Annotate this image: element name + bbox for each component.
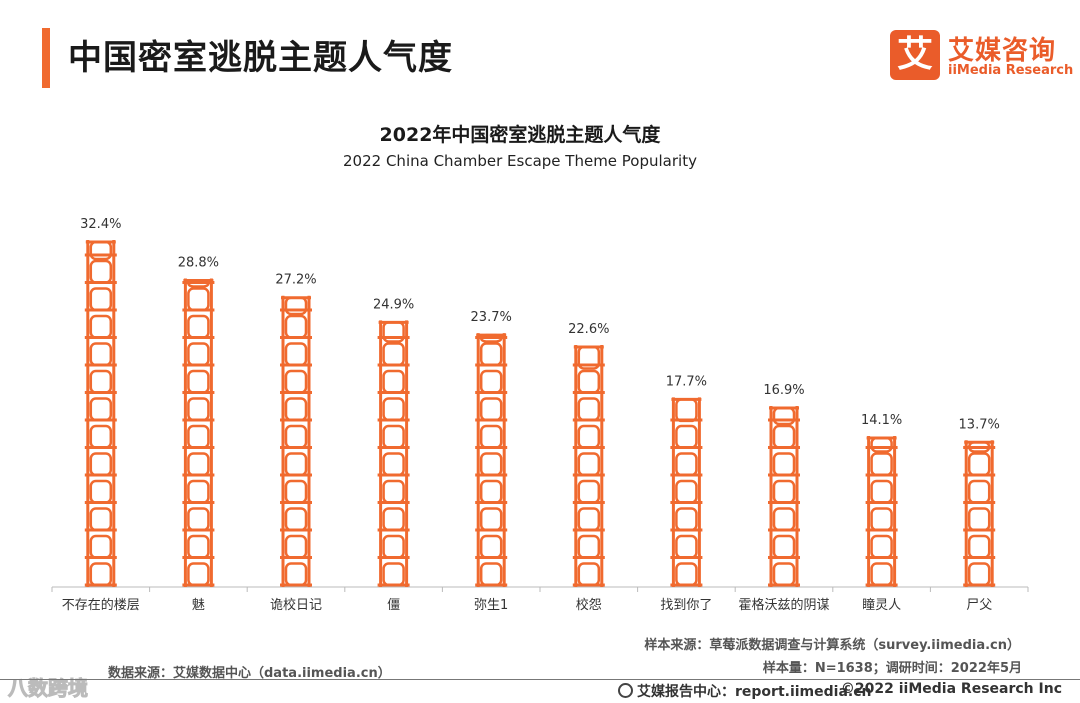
footer-report-center: 艾媒报告中心：report.iimedia.cn (618, 681, 872, 701)
bar (963, 440, 996, 587)
logo-chinese-name: 艾媒咨询 (948, 36, 1057, 66)
category-label: 诡校日记 (270, 597, 322, 613)
bar-value-label: 22.6% (568, 322, 609, 337)
bar (280, 295, 312, 587)
sample-size-note: 样本量：N=1638；调研时间：2022年5月 (762, 661, 1022, 676)
watermark: 八数跨境 (8, 676, 89, 701)
bar-value-label: 27.2% (275, 273, 316, 288)
bar (572, 344, 605, 587)
footer-report-text: 艾媒报告中心：report.iimedia.cn (637, 684, 872, 700)
bar-value-label: 17.7% (666, 374, 707, 389)
category-label: 僵 (387, 598, 400, 613)
title-accent-bar (42, 28, 50, 88)
bar-value-label: 23.7% (471, 310, 512, 325)
bar-value-label: 24.9% (373, 297, 414, 312)
bar (84, 240, 117, 587)
footer-divider (0, 679, 1080, 680)
category-label: 尸父 (966, 598, 992, 613)
category-label: 霍格沃兹的阴谋 (738, 597, 829, 613)
category-label: 校怨 (576, 597, 602, 613)
category-label: 找到你了 (660, 598, 712, 613)
bar (475, 333, 508, 587)
bar-value-label: 14.1% (861, 413, 902, 428)
bar-value-label: 13.7% (959, 417, 1000, 432)
sample-source-note: 样本来源：草莓派数据调查与计算系统（survey.iimedia.cn） (644, 638, 1020, 653)
bar (377, 320, 410, 587)
category-label: 魅 (192, 598, 205, 613)
chart-title: 2022年中国密室逃脱主题人气度 (379, 124, 661, 146)
bar-value-label: 16.9% (763, 383, 804, 398)
iimedia-logo: 艾 艾媒咨询 iiMedia Research (890, 30, 1073, 82)
bar (865, 435, 898, 587)
category-label: 不存在的楼层 (62, 597, 140, 613)
category-label: 弥生1 (474, 597, 508, 613)
chart-subtitle: 2022 China Chamber Escape Theme Populari… (343, 152, 697, 170)
bar (768, 406, 800, 587)
logo-mark: 艾 (890, 30, 940, 80)
globe-icon (618, 683, 633, 698)
data-source-note: 数据来源：艾媒数据中心（data.iimedia.cn） (108, 666, 391, 681)
page-title: 中国密室逃脱主题人气度 (68, 38, 453, 78)
bar (670, 397, 703, 587)
bar (182, 278, 215, 587)
bar-value-label: 28.8% (178, 256, 219, 271)
category-label: 瞳灵人 (862, 598, 901, 613)
footer-copyright: ©2022 iiMedia Research Inc (840, 681, 1062, 697)
logo-english-name: iiMedia Research (948, 63, 1074, 78)
bar-value-label: 32.4% (80, 217, 121, 232)
